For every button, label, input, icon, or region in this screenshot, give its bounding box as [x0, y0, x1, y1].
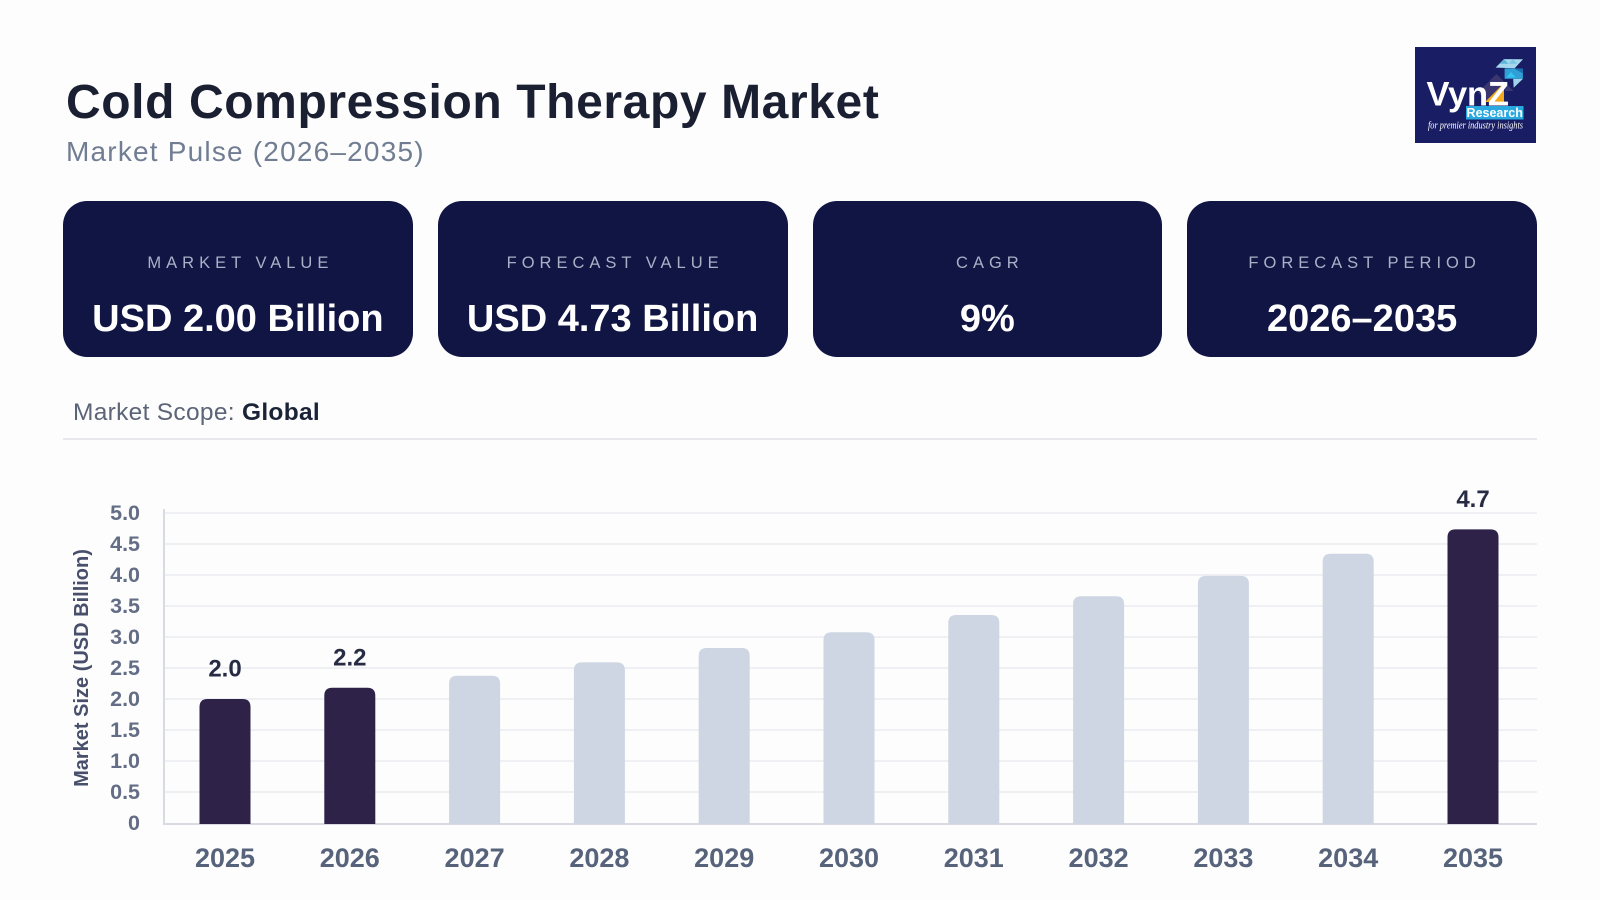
svg-text:2.2: 2.2 — [333, 644, 366, 671]
svg-text:2032: 2032 — [1069, 843, 1129, 873]
svg-text:Research: Research — [1467, 106, 1523, 120]
svg-text:2031: 2031 — [944, 843, 1004, 873]
svg-text:2.0: 2.0 — [110, 687, 140, 711]
svg-text:2030: 2030 — [819, 843, 879, 873]
svg-text:4.5: 4.5 — [110, 532, 140, 556]
svg-text:2034: 2034 — [1318, 843, 1378, 873]
svg-text:3.5: 3.5 — [110, 594, 140, 618]
svg-text:0: 0 — [128, 811, 140, 835]
svg-text:Market Size (USD Billion): Market Size (USD Billion) — [71, 549, 93, 787]
svg-text:2.0: 2.0 — [208, 656, 241, 683]
svg-text:2029: 2029 — [694, 843, 754, 873]
svg-text:2028: 2028 — [569, 843, 629, 873]
svg-text:2026: 2026 — [320, 843, 380, 873]
svg-text:2033: 2033 — [1193, 843, 1253, 873]
svg-text:1.0: 1.0 — [110, 749, 140, 773]
svg-text:2025: 2025 — [195, 843, 255, 873]
svg-text:0.5: 0.5 — [110, 780, 140, 804]
svg-text:2027: 2027 — [445, 843, 505, 873]
svg-text:4.7: 4.7 — [1456, 486, 1489, 513]
svg-text:1.5: 1.5 — [110, 718, 140, 742]
svg-text:5.0: 5.0 — [110, 501, 140, 525]
svg-text:2.5: 2.5 — [110, 656, 140, 680]
svg-text:2035: 2035 — [1443, 843, 1503, 873]
svg-text:3.0: 3.0 — [110, 625, 140, 649]
svg-text:4.0: 4.0 — [110, 563, 140, 587]
svg-text:for premier industry insights: for premier industry insights — [1428, 121, 1523, 132]
